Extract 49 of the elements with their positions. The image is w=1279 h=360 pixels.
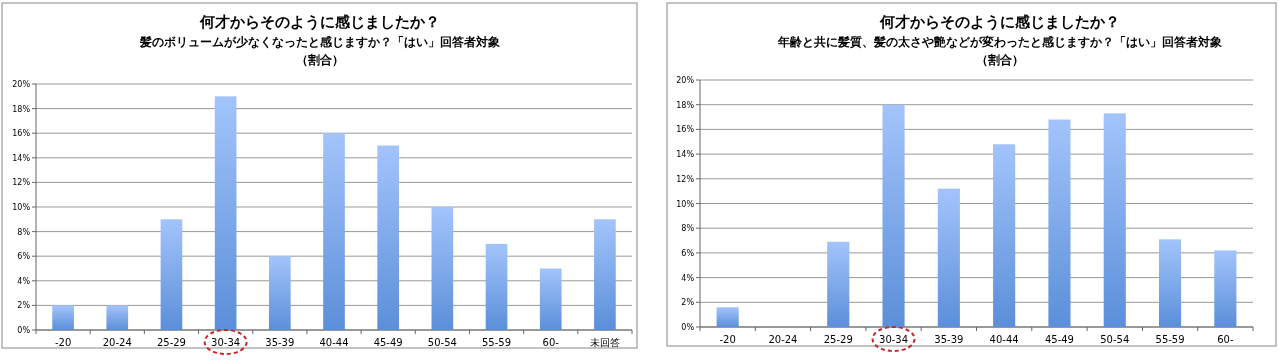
y-tick-label: 12% bbox=[676, 174, 695, 184]
x-tick-label: -20 bbox=[719, 334, 736, 345]
x-tick-label: 25-29 bbox=[156, 337, 186, 348]
x-tick-label: 45-49 bbox=[373, 337, 403, 348]
y-tick-label: 12% bbox=[12, 178, 31, 188]
x-tick-label: 未回答 bbox=[589, 337, 620, 348]
y-tick-label: 20% bbox=[676, 76, 695, 85]
y-tick-label: 8% bbox=[681, 224, 695, 234]
y-tick-label: 0% bbox=[681, 323, 695, 332]
x-tick-label: 25-29 bbox=[823, 334, 853, 345]
y-tick-label: 10% bbox=[676, 199, 695, 209]
text: （割合） bbox=[976, 53, 1024, 67]
x-tick-label: 50-54 bbox=[427, 337, 457, 348]
x-tick-label: 45-49 bbox=[1044, 334, 1074, 345]
x-tick-label: 30-34 bbox=[879, 334, 909, 345]
y-tick-label: 16% bbox=[12, 129, 31, 139]
y-tick-label: 18% bbox=[676, 100, 695, 110]
x-tick-label: 35-39 bbox=[934, 334, 964, 345]
y-tick-label: 2% bbox=[681, 298, 695, 308]
y-tick-label: 10% bbox=[12, 203, 31, 212]
chart-title: 何才からそのように感じましたか？ bbox=[199, 13, 440, 31]
y-tick-label: 14% bbox=[676, 150, 695, 160]
y-tick-label: 8% bbox=[17, 227, 31, 237]
y-tick-label: 2% bbox=[17, 301, 31, 311]
y-tick-label: 4% bbox=[17, 276, 31, 286]
text: （割合） bbox=[296, 53, 344, 67]
y-tick-label: 18% bbox=[12, 104, 31, 114]
x-tick-label: 40-44 bbox=[989, 334, 1019, 345]
chart-subtitle: 年齢と共に髪質、髪の太さや艶などが変わったと感じますか？「はい」回答者対象 bbox=[777, 35, 1222, 49]
y-tick-label: 6% bbox=[17, 252, 31, 262]
x-tick-label: 40-44 bbox=[319, 337, 349, 348]
x-tick-label: 60- bbox=[1217, 334, 1234, 345]
x-tick-label: 60- bbox=[542, 337, 560, 348]
x-tick-label: 20-24 bbox=[102, 337, 132, 348]
y-tick-label: 0% bbox=[17, 326, 31, 335]
chart-title: 何才からそのように感じましたか？ bbox=[879, 13, 1120, 31]
y-tick-label: 6% bbox=[681, 248, 695, 258]
chart-subtitle: 髪のボリュームが少なくなったと感じますか？「はい」回答者対象 bbox=[139, 35, 500, 49]
x-tick-label: 55-59 bbox=[1155, 334, 1185, 345]
x-tick-label: -20 bbox=[54, 337, 72, 348]
y-tick-label: 14% bbox=[12, 153, 31, 163]
x-tick-label: 35-39 bbox=[265, 337, 295, 348]
y-tick-label: 16% bbox=[676, 125, 695, 135]
y-tick-label: 4% bbox=[681, 273, 695, 283]
x-tick-label: 50-54 bbox=[1100, 334, 1130, 345]
y-tick-label: 20% bbox=[12, 80, 31, 89]
x-tick-label: 20-24 bbox=[768, 334, 798, 345]
x-tick-label: 30-34 bbox=[211, 337, 241, 348]
x-tick-label: 55-59 bbox=[482, 337, 512, 348]
